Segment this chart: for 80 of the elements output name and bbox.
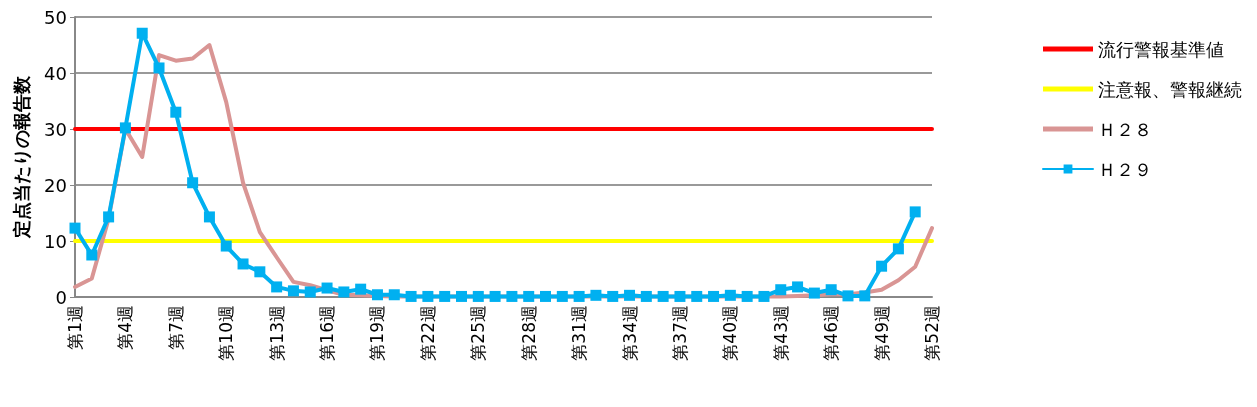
point xyxy=(691,290,703,302)
point xyxy=(556,290,568,302)
point xyxy=(187,177,199,189)
point xyxy=(455,290,467,302)
point xyxy=(422,290,434,302)
point xyxy=(86,249,98,261)
x-tick-label: 第43週 xyxy=(770,305,791,361)
point xyxy=(119,122,131,134)
point xyxy=(708,290,720,302)
point xyxy=(657,290,669,302)
y-tick-label: 10 xyxy=(44,230,67,252)
x-tick-label: 第4週 xyxy=(115,305,136,350)
x-tick-label: 第52週 xyxy=(922,305,942,361)
x-tick-label: 第7週 xyxy=(165,305,186,350)
point xyxy=(489,290,501,302)
y-tick-label: 40 xyxy=(44,62,67,84)
point xyxy=(859,290,871,302)
point xyxy=(640,290,652,302)
x-tick-label: 第40週 xyxy=(720,305,741,361)
legend-label: 流行警報基準値 xyxy=(1098,38,1224,60)
point xyxy=(674,290,686,302)
x-tick-label: 第25週 xyxy=(468,305,489,361)
point xyxy=(758,290,770,302)
point xyxy=(153,62,165,74)
point xyxy=(775,284,787,296)
point xyxy=(271,281,283,293)
point xyxy=(607,290,619,302)
point xyxy=(573,290,585,302)
point xyxy=(405,290,417,302)
point xyxy=(876,260,888,272)
point xyxy=(506,290,518,302)
point xyxy=(825,284,837,296)
y-axis-title: 定点当たりの報告数 xyxy=(10,75,32,239)
point xyxy=(103,211,115,223)
x-tick-label: 第10週 xyxy=(216,305,237,361)
x-tick-label: 第49週 xyxy=(871,305,892,361)
point xyxy=(523,290,535,302)
point xyxy=(136,27,148,39)
point xyxy=(237,258,249,270)
point xyxy=(472,290,484,302)
legend-label: Ｈ２８ xyxy=(1098,118,1152,140)
x-tick-label: 第37週 xyxy=(669,305,690,361)
y-tick-label: 30 xyxy=(44,118,67,140)
point xyxy=(355,283,367,295)
point xyxy=(287,285,299,297)
point xyxy=(220,240,232,252)
point xyxy=(388,289,400,301)
point xyxy=(321,282,333,294)
point xyxy=(892,243,904,255)
y-tick-label: 20 xyxy=(44,174,67,196)
point xyxy=(254,266,266,278)
point xyxy=(724,289,736,301)
x-tick-label: 第16週 xyxy=(317,305,338,361)
point xyxy=(304,286,316,298)
x-tick-label: 第46週 xyxy=(821,305,842,361)
x-tick-label: 第13週 xyxy=(266,305,287,361)
x-tick-label: 第22週 xyxy=(417,305,438,361)
y-tick-label: 0 xyxy=(55,286,67,308)
x-tick-label: 第31週 xyxy=(569,305,590,361)
x-tick-label: 第34週 xyxy=(619,305,640,361)
x-tick-label: 第1週 xyxy=(65,305,85,350)
point xyxy=(170,106,182,118)
point xyxy=(203,211,215,223)
legend-label: Ｈ２９ xyxy=(1098,158,1152,180)
point xyxy=(909,206,921,218)
point xyxy=(792,281,804,293)
point xyxy=(808,287,820,299)
point xyxy=(842,290,854,302)
point xyxy=(590,289,602,301)
point xyxy=(741,290,753,302)
point xyxy=(540,290,552,302)
x-tick-label: 第19週 xyxy=(367,305,388,361)
point xyxy=(624,289,636,301)
point xyxy=(371,289,383,301)
point xyxy=(439,290,451,302)
legend-label: 注意報、警報継続 xyxy=(1098,78,1242,100)
x-tick-label: 第28週 xyxy=(518,305,539,361)
point xyxy=(338,286,350,298)
y-tick-label: 50 xyxy=(44,6,67,28)
point xyxy=(69,222,81,234)
